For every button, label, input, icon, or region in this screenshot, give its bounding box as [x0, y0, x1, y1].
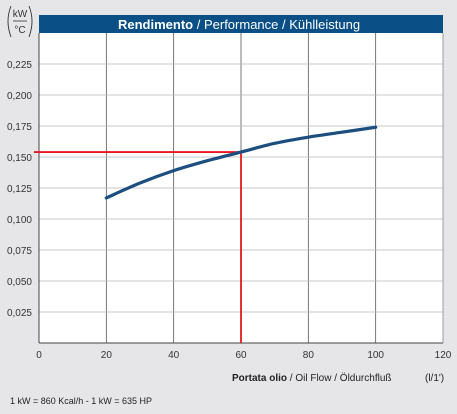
series-line: [104, 125, 378, 200]
chart-title-bold: Rendimento: [118, 17, 193, 32]
title-bar: [39, 15, 443, 33]
y-unit-paren-left: [7, 5, 12, 38]
x-tick-label: 120: [435, 350, 452, 361]
y-tick-label: 0,200: [7, 91, 32, 102]
x-tick-label: 80: [303, 350, 315, 361]
x-tick-label: 40: [168, 350, 180, 361]
y-tick-label: 0,050: [7, 277, 32, 288]
y-tick-label: 0,225: [7, 60, 32, 71]
series-layer: [104, 125, 378, 200]
x-axis-label-bold: Portata olio: [232, 373, 287, 384]
y-tick-label: 0,100: [7, 215, 32, 226]
y-tick-label: 0,175: [7, 122, 32, 133]
x-tick-label: 20: [101, 350, 113, 361]
x-tick-labels: 0 20 40 60 80 100 120: [36, 350, 452, 361]
y-tick-label: 0,150: [7, 153, 32, 164]
y-unit-top: kW: [13, 9, 28, 20]
y-unit-paren-right: [28, 5, 33, 38]
y-tick-label: 0,125: [7, 184, 32, 195]
reference-lines: [34, 151, 242, 343]
y-tick-labels: 0,025 0,050 0,075 0,100 0,125 0,150 0,175 0,200…: [7, 60, 32, 319]
y-unit: kW °C: [7, 5, 33, 38]
x-tick-label: 0: [36, 350, 42, 361]
footnote: 1 kW = 860 Kcal/h - 1 kW = 635 HP: [10, 396, 153, 406]
x-axis-unit: (l/1'): [425, 373, 444, 384]
y-tick-label: 0,075: [7, 246, 32, 257]
x-tick-label: 60: [235, 350, 247, 361]
y-unit-bottom: °C: [14, 25, 25, 36]
chart-title: Rendimento / Performance / Kühlleistung: [118, 17, 360, 32]
chart-title-rest: / Performance / Kühlleistung: [193, 17, 360, 32]
x-tick-label: 100: [367, 350, 384, 361]
x-axis-label: Portata olio / Oil Flow / Öldurchfluß: [232, 372, 391, 384]
x-axis-label-rest: / Oil Flow / Öldurchfluß: [287, 372, 391, 384]
y-tick-label: 0,025: [7, 308, 32, 319]
